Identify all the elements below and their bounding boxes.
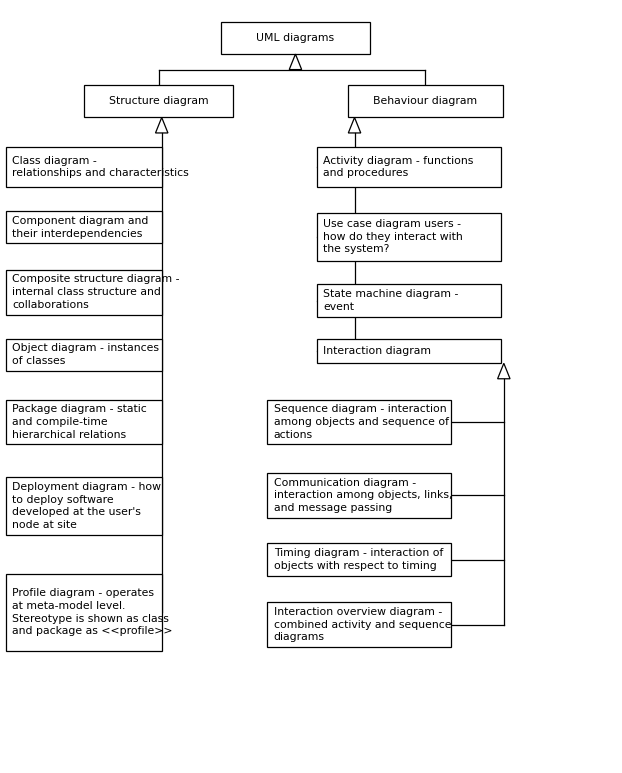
- Text: Interaction overview diagram -
combined activity and sequence
diagrams: Interaction overview diagram - combined …: [274, 607, 451, 642]
- FancyBboxPatch shape: [6, 211, 162, 243]
- Text: Interaction diagram: Interaction diagram: [323, 346, 432, 356]
- Text: Component diagram and
their interdependencies: Component diagram and their interdepende…: [12, 216, 149, 239]
- Text: Package diagram - static
and compile-time
hierarchical relations: Package diagram - static and compile-tim…: [12, 404, 147, 440]
- FancyBboxPatch shape: [267, 400, 451, 444]
- FancyBboxPatch shape: [317, 339, 501, 363]
- Text: Deployment diagram - how
to deploy software
developed at the user's
node at site: Deployment diagram - how to deploy softw…: [12, 482, 162, 530]
- FancyBboxPatch shape: [84, 85, 233, 117]
- FancyBboxPatch shape: [317, 147, 501, 187]
- Text: Behaviour diagram: Behaviour diagram: [373, 97, 478, 106]
- FancyBboxPatch shape: [348, 85, 503, 117]
- FancyBboxPatch shape: [6, 339, 162, 371]
- Text: Timing diagram - interaction of
objects with respect to timing: Timing diagram - interaction of objects …: [274, 548, 443, 571]
- Text: Composite structure diagram -
internal class structure and
collaborations: Composite structure diagram - internal c…: [12, 274, 180, 310]
- FancyBboxPatch shape: [317, 284, 501, 317]
- Text: Profile diagram - operates
at meta-model level.
Stereotype is shown as class
and: Profile diagram - operates at meta-model…: [12, 588, 173, 636]
- FancyBboxPatch shape: [267, 473, 451, 518]
- Text: Use case diagram users -
how do they interact with
the system?: Use case diagram users - how do they int…: [323, 219, 463, 254]
- FancyBboxPatch shape: [6, 574, 162, 651]
- Text: Class diagram -
relationships and characteristics: Class diagram - relationships and charac…: [12, 155, 189, 179]
- Text: State machine diagram -
event: State machine diagram - event: [323, 289, 459, 312]
- FancyBboxPatch shape: [317, 213, 501, 261]
- Text: Activity diagram - functions
and procedures: Activity diagram - functions and procedu…: [323, 155, 474, 179]
- Text: UML diagrams: UML diagrams: [256, 33, 335, 43]
- Text: Structure diagram: Structure diagram: [109, 97, 208, 106]
- Text: Sequence diagram - interaction
among objects and sequence of
actions: Sequence diagram - interaction among obj…: [274, 404, 448, 440]
- Text: Object diagram - instances
of classes: Object diagram - instances of classes: [12, 343, 159, 366]
- FancyBboxPatch shape: [267, 543, 451, 576]
- FancyBboxPatch shape: [6, 270, 162, 315]
- Text: Communication diagram -
interaction among objects, links,
and message passing: Communication diagram - interaction amon…: [274, 478, 452, 513]
- FancyBboxPatch shape: [267, 602, 451, 647]
- FancyBboxPatch shape: [6, 400, 162, 444]
- FancyBboxPatch shape: [6, 147, 162, 187]
- FancyBboxPatch shape: [6, 477, 162, 535]
- FancyBboxPatch shape: [221, 22, 370, 54]
